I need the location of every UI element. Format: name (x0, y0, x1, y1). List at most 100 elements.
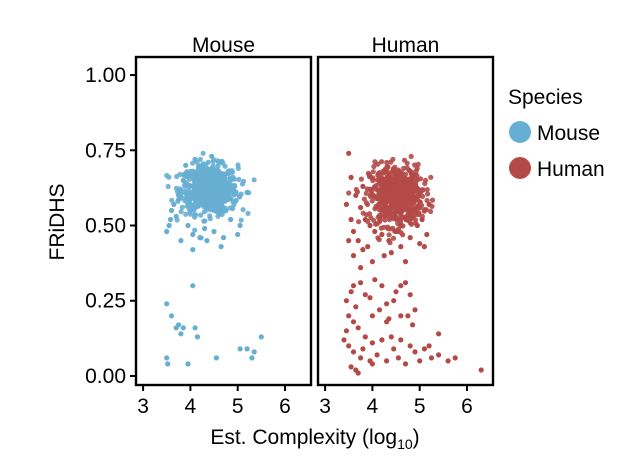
data-point (377, 214, 383, 220)
x-axis-title: Est. Complexity (log10) (210, 426, 419, 452)
data-point (355, 238, 361, 244)
data-point (180, 177, 186, 183)
data-point (404, 160, 410, 166)
data-point (407, 201, 413, 207)
data-point (350, 253, 357, 259)
data-point (358, 280, 364, 286)
y-tick-label: 1.00 (85, 64, 126, 87)
data-point (348, 364, 354, 370)
x-axis-title-main: Est. Complexity (log (210, 426, 397, 449)
data-point (230, 183, 236, 189)
data-point (379, 231, 385, 238)
data-point (343, 328, 349, 334)
data-point (229, 176, 235, 182)
data-point (236, 176, 242, 183)
data-point (202, 225, 208, 232)
data-point (358, 355, 364, 361)
data-point (372, 228, 378, 235)
data-point (392, 193, 398, 199)
data-point (373, 221, 379, 227)
y-axis-title: FRiDHS (46, 184, 69, 261)
data-point (452, 355, 458, 361)
data-point (227, 195, 233, 202)
data-point (212, 170, 218, 176)
data-point (164, 355, 170, 361)
data-point (405, 211, 411, 217)
data-point (402, 361, 409, 367)
data-point (405, 217, 411, 223)
data-point (417, 241, 423, 247)
data-point (358, 176, 364, 182)
data-point (183, 190, 189, 196)
data-point (413, 182, 419, 189)
data-point (184, 194, 190, 200)
legend-title: Species (508, 86, 583, 109)
data-point (244, 189, 250, 195)
data-point (165, 183, 171, 190)
data-point (388, 208, 394, 214)
data-point (417, 358, 423, 364)
data-point (178, 331, 184, 337)
data-point (389, 190, 395, 196)
x-tick-label: 4 (185, 395, 197, 418)
data-point (207, 174, 213, 180)
data-point (190, 283, 196, 289)
data-point (361, 196, 367, 202)
data-point (414, 222, 420, 229)
x-tick-label: 3 (137, 395, 149, 418)
data-point (365, 244, 371, 250)
data-point (200, 161, 206, 167)
data-point (209, 167, 215, 173)
data-point (203, 189, 209, 195)
data-point (183, 211, 189, 217)
data-point (428, 208, 434, 215)
x-tick-label: 6 (279, 395, 291, 418)
data-point (166, 174, 172, 180)
data-point (399, 180, 405, 187)
data-point (355, 325, 361, 331)
data-point (378, 181, 384, 187)
data-point (192, 156, 198, 162)
data-point (214, 183, 220, 189)
data-point (350, 319, 357, 325)
data-point (211, 176, 217, 182)
data-point (190, 160, 196, 166)
data-point (370, 169, 376, 175)
data-point (185, 222, 191, 229)
facet-title-mouse: Mouse (192, 34, 255, 57)
data-point (398, 244, 404, 250)
data-point (201, 218, 207, 224)
data-point (346, 238, 352, 244)
data-point (415, 203, 421, 209)
data-point (192, 325, 198, 331)
data-point (408, 170, 414, 177)
data-point (193, 201, 199, 207)
data-point (416, 190, 422, 196)
data-point (197, 183, 203, 189)
data-point (237, 346, 243, 352)
data-point (238, 217, 244, 223)
data-point (190, 231, 196, 238)
data-point (258, 334, 264, 340)
data-point (380, 207, 386, 213)
data-point (341, 337, 347, 343)
data-point (187, 211, 193, 217)
data-point (235, 231, 241, 238)
data-point (204, 238, 210, 244)
data-point (171, 201, 177, 207)
data-point (244, 346, 250, 352)
data-point (169, 197, 175, 203)
data-point (414, 196, 420, 202)
data-point (385, 164, 391, 170)
data-point (415, 161, 421, 167)
data-point (178, 238, 184, 244)
data-point (367, 295, 373, 301)
data-point (360, 346, 366, 352)
data-point (346, 313, 352, 319)
data-point (376, 307, 383, 313)
data-point (386, 217, 393, 223)
data-point (208, 186, 214, 192)
data-point (379, 283, 385, 289)
data-point (421, 244, 427, 250)
